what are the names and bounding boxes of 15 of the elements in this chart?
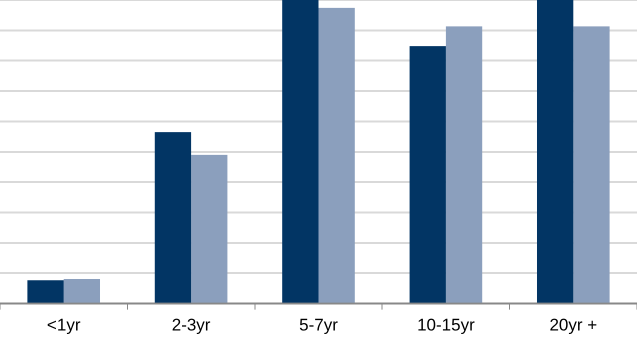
x-tick-label: 2-3yr xyxy=(172,315,211,334)
bar xyxy=(27,280,64,303)
bar xyxy=(446,26,482,303)
bar xyxy=(573,26,610,303)
x-tick-label: 10-15yr xyxy=(417,315,476,334)
bar xyxy=(410,46,446,303)
x-tick-label: <1yr xyxy=(46,315,81,334)
bar xyxy=(536,0,574,303)
bar xyxy=(318,8,355,303)
bar xyxy=(64,279,100,303)
bar xyxy=(191,154,228,303)
bar xyxy=(154,132,192,303)
x-tick-label: 20yr + xyxy=(549,315,598,334)
x-tick-label: 5-7yr xyxy=(299,315,338,334)
bar xyxy=(282,0,318,303)
